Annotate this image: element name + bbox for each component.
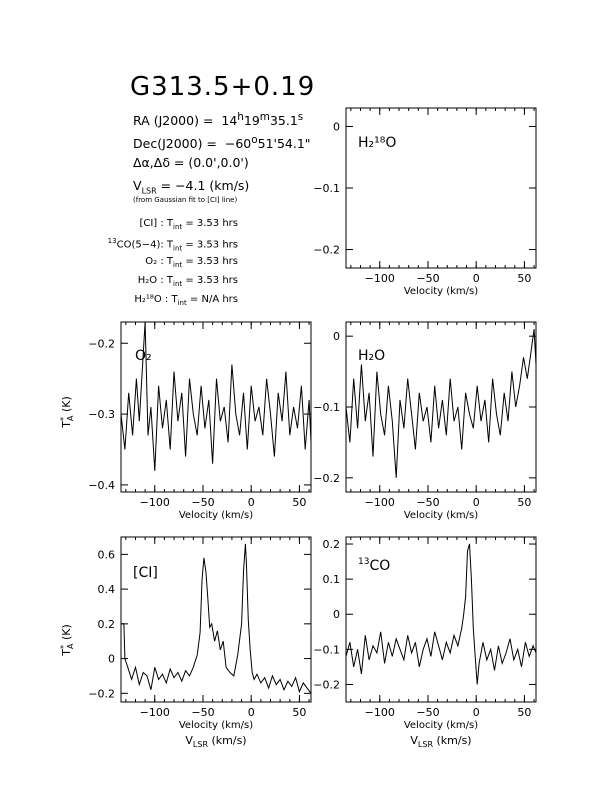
panel-label: H₂O bbox=[358, 348, 385, 364]
y-tick-label: −0.2 bbox=[313, 472, 340, 485]
plot-frame bbox=[120, 536, 312, 703]
x-tick-label: 0 bbox=[473, 272, 480, 285]
x-tick-label: −100 bbox=[365, 706, 395, 719]
offset-line: Δα,Δδ = (0.0',0.0') bbox=[133, 155, 249, 170]
tint-13co: 13CO(5−4): Tint = 3.53 hrs bbox=[107, 237, 238, 253]
x-tick-label: −50 bbox=[416, 272, 439, 285]
y-tick-label: 0 bbox=[333, 608, 340, 621]
y-tick-label: 0.2 bbox=[98, 618, 116, 631]
x-axis-label: Velocity (km/s) bbox=[404, 720, 478, 731]
x-tick-label: −100 bbox=[140, 706, 170, 719]
vlsr-note: (from Gaussian fit to [CI] line) bbox=[133, 196, 238, 204]
y-tick-label: −0.2 bbox=[88, 687, 115, 700]
panel-h218o: −100 −50 0 50 0 −0.1 −0.2 Velocity (km/s) H₂¹⁸O bbox=[313, 107, 537, 297]
plot-frame bbox=[120, 321, 312, 493]
y-tick-label: −0.1 bbox=[313, 401, 340, 414]
x-tick-label: −50 bbox=[191, 706, 214, 719]
series-line bbox=[121, 543, 312, 694]
y-tick-label: 0.2 bbox=[323, 538, 341, 551]
y-tick-label: 0 bbox=[333, 330, 340, 343]
panel-o2: −100 −50 0 50 −0.2 −0.3 −0.4 Velocity (km/s) T*A… bbox=[59, 321, 312, 521]
x-tick-label: 50 bbox=[517, 706, 531, 719]
y-tick-label: 0.4 bbox=[98, 583, 116, 596]
page-title: G313.5+0.19 bbox=[130, 72, 316, 102]
vlsr-line: VLSR = −4.1 (km/s) bbox=[133, 178, 250, 196]
y-tick-label: 0.6 bbox=[98, 548, 116, 561]
tint-o2: O₂ : Tint = 3.53 hrs bbox=[145, 256, 238, 269]
y-tick-label: −0.4 bbox=[88, 479, 115, 492]
x-tick-label: −50 bbox=[416, 706, 439, 719]
y-tick-label: −0.2 bbox=[88, 337, 115, 350]
x-axis-label-vlsr: VLSR (km/s) bbox=[410, 734, 471, 749]
dec-line: Dec(J2000) = −60o51'54.1" bbox=[133, 134, 311, 152]
y-tick-label: −0.3 bbox=[88, 408, 115, 421]
tint-ci: [CI] : Tint = 3.53 hrs bbox=[139, 218, 238, 231]
x-tick-label: −100 bbox=[365, 272, 395, 285]
y-tick-label: −0.2 bbox=[313, 244, 340, 257]
panel-h2o: −100 −50 0 50 0 −0.1 −0.2 Velocity (km/s) H₂O bbox=[313, 321, 537, 521]
x-tick-label: 50 bbox=[292, 706, 306, 719]
ra-line: RA (J2000) = 14h19m35.1s bbox=[133, 111, 304, 129]
panel-label: H₂¹⁸O bbox=[358, 135, 396, 151]
x-axis-label: Velocity (km/s) bbox=[179, 510, 253, 521]
x-tick-label: 0 bbox=[248, 496, 255, 509]
series-line bbox=[345, 543, 537, 685]
x-tick-label: −50 bbox=[416, 496, 439, 509]
panel-ci: −100 −50 0 50 0.6 0.4 0.2 0 −0.2 Velocity (km/s) V… bbox=[59, 536, 312, 749]
series-line bbox=[345, 329, 537, 478]
x-axis-label: Velocity (km/s) bbox=[179, 720, 253, 731]
panel-label: [CI] bbox=[133, 565, 158, 581]
x-tick-label: 50 bbox=[517, 496, 531, 509]
plot-frame bbox=[345, 536, 537, 703]
panel-co13: −100 −50 0 50 0.2 0.1 0 −0.1 −0.2 Velocity (km/s)… bbox=[313, 536, 537, 749]
y-axis-label: T*A (K) bbox=[59, 396, 75, 429]
x-tick-label: 50 bbox=[517, 272, 531, 285]
x-axis-label: Velocity (km/s) bbox=[404, 286, 478, 297]
x-tick-label: −100 bbox=[140, 496, 170, 509]
x-tick-label: 0 bbox=[473, 706, 480, 719]
tint-h218o: H₂¹⁸O : Tint = N/A hrs bbox=[134, 294, 238, 307]
x-axis-label: Velocity (km/s) bbox=[404, 510, 478, 521]
x-tick-label: 0 bbox=[248, 706, 255, 719]
panel-label: 13CO bbox=[358, 557, 390, 574]
series-line bbox=[120, 321, 312, 471]
y-tick-label: 0 bbox=[108, 653, 115, 666]
y-tick-label: −0.2 bbox=[313, 678, 340, 691]
x-tick-label: 50 bbox=[292, 496, 306, 509]
x-tick-label: −50 bbox=[191, 496, 214, 509]
y-tick-label: −0.1 bbox=[313, 182, 340, 195]
x-axis-label-vlsr: VLSR (km/s) bbox=[185, 734, 246, 749]
x-tick-label: −100 bbox=[365, 496, 395, 509]
y-tick-label: −0.1 bbox=[313, 643, 340, 656]
tint-h2o: H₂O : Tint = 3.53 hrs bbox=[137, 275, 238, 288]
plot-frame bbox=[345, 107, 537, 269]
y-axis-label: T*A (K) bbox=[59, 624, 75, 657]
x-tick-label: 0 bbox=[473, 496, 480, 509]
y-tick-label: 0.1 bbox=[323, 573, 341, 586]
y-tick-label: 0 bbox=[333, 120, 340, 133]
